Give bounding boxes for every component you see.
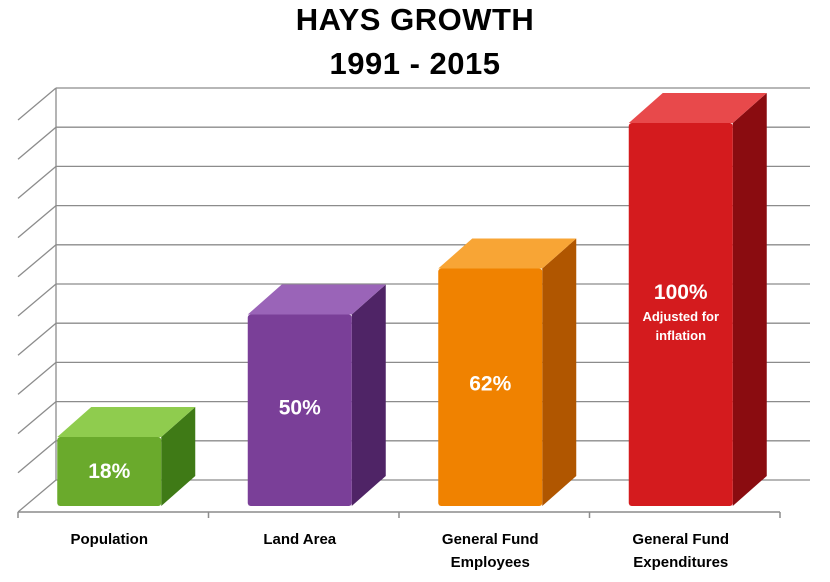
bar-top	[57, 407, 196, 438]
chart-title-line-2: 1991 - 2015	[329, 46, 501, 81]
bar-top	[247, 284, 386, 315]
category-label: Population	[71, 531, 149, 548]
category-label: Land Area	[263, 531, 336, 548]
bar-value-label: 62%	[469, 373, 511, 396]
bar	[247, 314, 352, 506]
gridline-side	[17, 401, 57, 435]
bar-annotation: Adjusted for	[642, 309, 719, 324]
gridline-side	[17, 126, 57, 160]
gridline-side	[17, 361, 57, 395]
category-label: Expenditures	[633, 554, 728, 571]
gridline-side	[17, 165, 57, 199]
bar	[628, 123, 733, 506]
bar-top	[628, 93, 767, 123]
gridline-side	[17, 205, 57, 239]
bar-value-label: 100%	[654, 281, 708, 304]
chart-title-line-1: HAYS GROWTH	[295, 2, 535, 37]
gridline-side	[17, 283, 57, 317]
bar-value-label: 50%	[279, 396, 321, 419]
bar-side	[351, 284, 386, 506]
gridline-side	[17, 322, 57, 356]
bar-side	[542, 238, 577, 507]
category-label: Employees	[451, 554, 530, 571]
category-label: General Fund	[632, 531, 729, 548]
bar-side	[161, 407, 196, 506]
category-label: General Fund	[442, 531, 539, 548]
bar-value-label: 18%	[88, 460, 130, 483]
bar-side	[732, 93, 767, 506]
bar	[57, 437, 162, 506]
gridline-side	[17, 479, 57, 513]
gridline-side	[17, 440, 57, 474]
bar	[438, 268, 543, 506]
bar-top	[438, 238, 577, 269]
bar-annotation: inflation	[655, 328, 706, 343]
gridline-side	[17, 244, 57, 278]
gridline-side	[17, 87, 57, 121]
